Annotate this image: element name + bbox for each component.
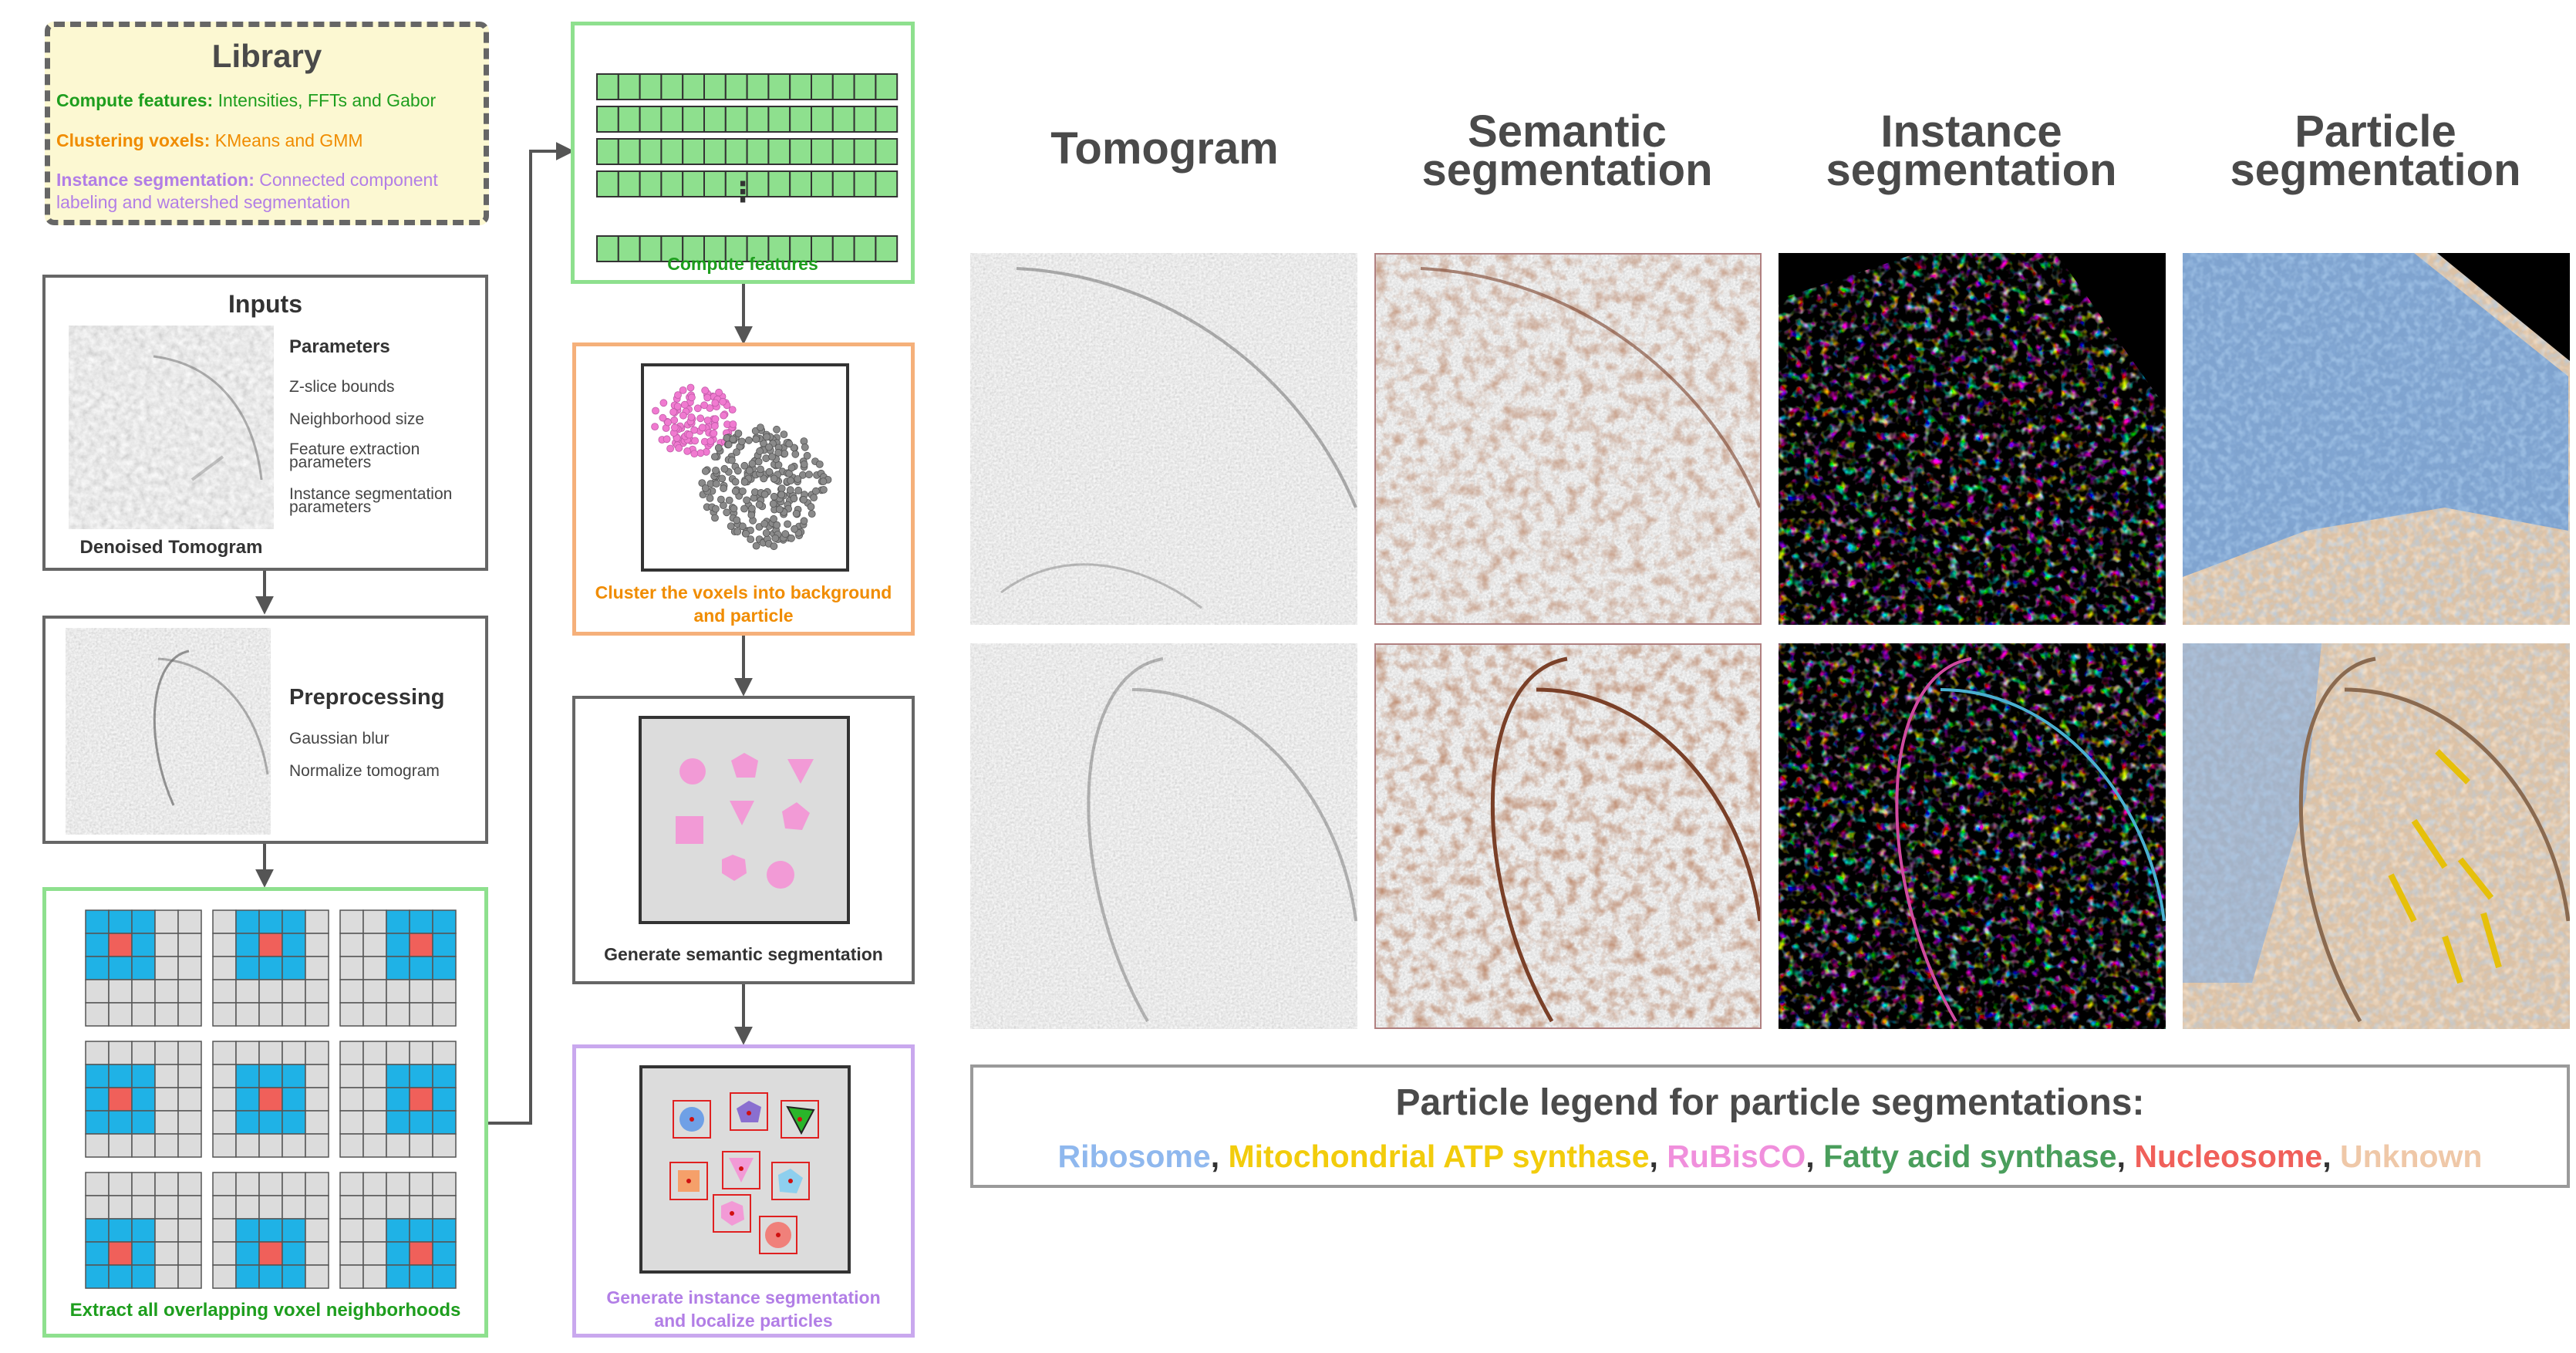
column-header-instance: Instance segmentation [1779, 106, 2164, 195]
library-instance-label: Instance segmentation: [56, 170, 255, 190]
inputs-box: Inputs Denoised Tomogram Parameters Z-sl… [42, 275, 488, 571]
library-cluster-text: KMeans and GMM [210, 130, 363, 150]
semantic-panel-2 [1374, 643, 1762, 1029]
param-z-slice: Z-slice bounds [289, 378, 395, 396]
instance-caption-1: Generate instance segmentation [606, 1287, 881, 1307]
particle-panel-2 [2183, 643, 2570, 1029]
neighborhood-grid [212, 1041, 329, 1158]
semantic-shapes [639, 716, 850, 924]
inputs-title: Inputs [228, 290, 302, 318]
parameters-title: Parameters [289, 336, 390, 357]
neighborhood-grid [339, 909, 457, 1027]
library-instance-text: Connected component labeling and watersh… [56, 170, 438, 212]
features-caption: Compute features [667, 254, 818, 274]
legend-item-fatty-acid-synthase: Fatty acid synthase [1823, 1139, 2117, 1174]
column-header-semantic-l1: Semantic [1468, 106, 1667, 157]
library-cluster-line: Clustering voxels: KMeans and GMM [56, 130, 363, 151]
column-header-particle-l1: Particle [2294, 106, 2456, 157]
tomogram-panel-2 [970, 643, 1357, 1029]
param-instance-segmentation: Instance segmentation parameters [289, 485, 453, 516]
feature-vectors [596, 73, 899, 266]
library-compute-text: Intensities, FFTs and Gabor [213, 90, 437, 110]
cluster-caption-2: and particle [693, 606, 794, 626]
neighborhoods-box: Extract all overlapping voxel neighborho… [42, 887, 488, 1338]
library-box: Library Compute features: Intensities, F… [45, 22, 489, 225]
legend-item-mitochondrial-atp-synthase: Mitochondrial ATP synthase [1228, 1139, 1650, 1174]
legend-title: Particle legend for particle segmentatio… [1395, 1082, 2145, 1123]
feature-vector-row [596, 138, 899, 165]
neighborhood-grid [85, 1172, 202, 1289]
column-header-particle: Particle segmentation [2183, 106, 2568, 195]
column-header-tomogram: Tomogram [1050, 123, 1279, 174]
features-box: ⋮ Compute features [571, 22, 915, 284]
preprocessing-box: Preprocessing Gaussian blur Normalize to… [42, 616, 488, 844]
instance-panel-1 [1779, 253, 2166, 625]
param-feature-extraction: Feature extraction parameters [289, 440, 420, 471]
legend-item-rubisco: RuBisCO [1667, 1139, 1806, 1174]
feature-vector-row [596, 73, 899, 100]
neighborhood-grid [212, 1172, 329, 1289]
particle-panel-1 [2183, 253, 2570, 625]
legend-separator: , [2116, 1139, 2135, 1174]
cluster-box: Cluster the voxels into background and p… [572, 342, 915, 636]
cluster-caption-1: Cluster the voxels into background [595, 582, 892, 602]
denoised-tomogram-image [69, 326, 274, 529]
semantic-caption: Generate semantic segmentation [604, 944, 883, 964]
cluster-plot [641, 363, 849, 572]
feature-vector-row [596, 106, 899, 133]
preprocessing-normalize: Normalize tomogram [289, 762, 440, 780]
library-title: Library [211, 38, 322, 74]
preprocessing-gaussian: Gaussian blur [289, 730, 389, 747]
inputs-caption: Denoised Tomogram [79, 537, 263, 558]
neighborhood-grids [85, 909, 457, 1297]
column-header-instance-l1: Instance [1880, 106, 2062, 157]
tomogram-panel-1 [970, 253, 1357, 625]
features-ellipsis: ⋮ [729, 176, 757, 208]
preprocessed-tomogram-image [66, 628, 271, 835]
column-header-particle-l2: segmentation [2230, 145, 2521, 195]
instance-panel-2 [1779, 643, 2166, 1029]
legend-item-nucleosome: Nucleosome [2134, 1139, 2323, 1174]
legend-separator: , [1806, 1139, 1824, 1174]
neighborhood-grid [339, 1172, 457, 1289]
library-compute-line: Compute features: Intensities, FFTs and … [56, 90, 436, 111]
legend-separator: , [1649, 1139, 1667, 1174]
legend-items: Ribosome, Mitochondrial ATP synthase, Ru… [973, 1139, 2567, 1175]
neighborhoods-caption: Extract all overlapping voxel neighborho… [69, 1300, 461, 1321]
neighborhood-grid [85, 1041, 202, 1158]
feature-vector-row [596, 170, 899, 197]
legend-box: Particle legend for particle segmentatio… [970, 1065, 2570, 1188]
instance-shapes [639, 1065, 851, 1274]
column-header-instance-l2: segmentation [1826, 145, 2117, 195]
preprocessing-title: Preprocessing [289, 685, 445, 710]
instance-box: Generate instance segmentation and local… [572, 1044, 915, 1338]
legend-item-unknown: Unknown [2340, 1139, 2483, 1174]
library-cluster-label: Clustering voxels: [56, 130, 211, 150]
semantic-box: Generate semantic segmentation [572, 696, 915, 984]
instance-caption-2: and localize particles [654, 1311, 833, 1331]
legend-separator: , [2322, 1139, 2340, 1174]
feature-vector-row [596, 235, 899, 262]
neighborhood-grid [339, 1041, 457, 1158]
neighborhood-grid [212, 909, 329, 1027]
legend-item-ribosome: Ribosome [1057, 1139, 1211, 1174]
semantic-panel-1 [1374, 253, 1762, 625]
column-header-semantic-l2: segmentation [1421, 145, 1713, 195]
library-instance-line: Instance segmentation: Connected compone… [56, 169, 488, 214]
legend-separator: , [1210, 1139, 1229, 1174]
library-compute-label: Compute features: [56, 90, 214, 110]
neighborhood-grid [85, 909, 202, 1027]
column-header-semantic: Semantic segmentation [1374, 106, 1760, 195]
param-neighborhood: Neighborhood size [289, 410, 425, 428]
